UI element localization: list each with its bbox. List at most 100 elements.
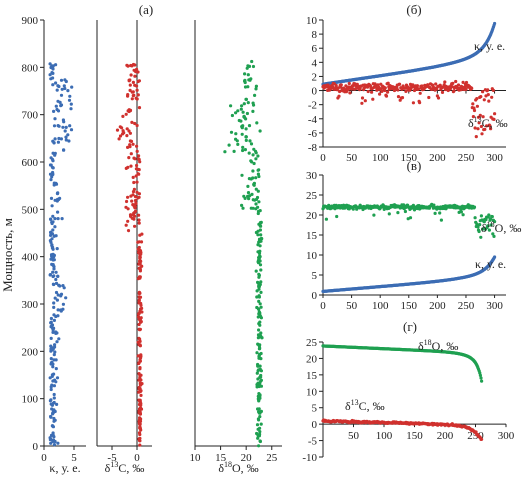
data-point xyxy=(52,358,56,362)
data-point xyxy=(66,89,70,93)
data-point xyxy=(59,309,63,313)
series-label-d18o: δ18O, ‰ xyxy=(418,338,458,353)
data-point xyxy=(132,204,136,208)
data-point xyxy=(478,371,482,375)
data-point xyxy=(51,83,55,87)
data-point xyxy=(368,84,373,88)
y-tick-label: -4 xyxy=(308,114,318,126)
data-point xyxy=(51,401,56,405)
data-point xyxy=(53,343,57,347)
data-point xyxy=(137,245,141,250)
y-tick-label: 15 xyxy=(306,370,318,382)
data-point xyxy=(137,221,141,225)
data-point xyxy=(234,111,238,115)
data-point xyxy=(258,263,263,267)
data-point xyxy=(259,422,263,426)
data-point xyxy=(257,444,261,448)
data-point xyxy=(55,402,59,406)
data-point xyxy=(138,426,142,430)
x-tick-label: 0 xyxy=(320,300,326,312)
data-point xyxy=(140,264,144,268)
data-point xyxy=(63,129,67,133)
data-point xyxy=(131,80,135,84)
x-tick-label: 50 xyxy=(346,152,358,164)
x-tick-label: 150 xyxy=(406,430,423,442)
data-point xyxy=(258,415,262,419)
data-point xyxy=(70,85,74,89)
data-point xyxy=(477,229,481,234)
data-point xyxy=(252,161,256,166)
y-tick-label: 20 xyxy=(306,353,318,365)
y-tick-label: 5 xyxy=(312,270,318,282)
data-point xyxy=(257,200,261,204)
data-point xyxy=(258,228,262,232)
data-point xyxy=(137,312,141,316)
y-tick-label: 10 xyxy=(306,386,318,398)
data-point xyxy=(383,88,387,93)
data-point xyxy=(248,139,252,143)
data-point xyxy=(259,334,263,338)
x-axis-label: δ13C, ‰ xyxy=(105,460,145,475)
data-point xyxy=(132,187,136,191)
data-point xyxy=(395,85,399,90)
data-point xyxy=(475,104,479,108)
data-point xyxy=(139,373,143,377)
data-point xyxy=(257,411,261,415)
data-point xyxy=(251,169,255,173)
data-point xyxy=(240,132,244,136)
data-point xyxy=(135,190,139,194)
data-point xyxy=(131,175,135,179)
data-point xyxy=(250,192,254,196)
data-point xyxy=(52,124,57,128)
data-point xyxy=(256,436,260,440)
data-point xyxy=(60,217,64,221)
data-point xyxy=(418,91,422,95)
data-point xyxy=(48,399,53,403)
data-point xyxy=(258,393,262,397)
data-point xyxy=(60,87,64,91)
x-tick-label: 100 xyxy=(372,152,389,164)
x-tick-label: 10 xyxy=(190,452,202,464)
data-point xyxy=(255,351,259,355)
data-point xyxy=(229,130,234,134)
data-point xyxy=(124,223,128,227)
data-point xyxy=(479,214,483,218)
data-point xyxy=(258,364,262,368)
data-point xyxy=(57,337,61,341)
x-tick-label: 0 xyxy=(41,452,47,464)
data-point xyxy=(52,267,56,271)
data-point xyxy=(339,83,343,87)
data-point xyxy=(64,79,68,84)
data-point xyxy=(49,321,53,325)
data-point xyxy=(133,224,137,228)
data-point xyxy=(52,416,56,421)
data-point xyxy=(246,101,250,105)
data-point xyxy=(254,157,258,161)
data-point xyxy=(51,433,55,437)
data-point xyxy=(54,331,58,335)
depth-axis-label: Мощность, м xyxy=(0,218,15,292)
data-point xyxy=(403,209,407,214)
data-point xyxy=(136,354,140,358)
data-point xyxy=(54,367,58,371)
data-point xyxy=(48,73,52,77)
data-point xyxy=(52,141,56,145)
data-point xyxy=(68,94,72,98)
data-point xyxy=(50,424,55,428)
data-point xyxy=(61,302,65,306)
x-tick-label: -5 xyxy=(107,452,117,464)
data-point xyxy=(57,283,61,287)
data-point xyxy=(133,195,138,199)
data-point xyxy=(370,90,374,94)
data-point xyxy=(56,210,60,214)
data-point xyxy=(52,443,57,447)
data-point xyxy=(134,174,138,178)
data-point xyxy=(347,81,351,86)
data-point xyxy=(64,135,68,139)
data-point xyxy=(133,74,137,78)
data-point xyxy=(133,198,138,203)
data-point xyxy=(129,194,133,198)
data-point xyxy=(55,247,59,251)
data-point xyxy=(125,199,129,204)
data-point xyxy=(52,313,56,317)
